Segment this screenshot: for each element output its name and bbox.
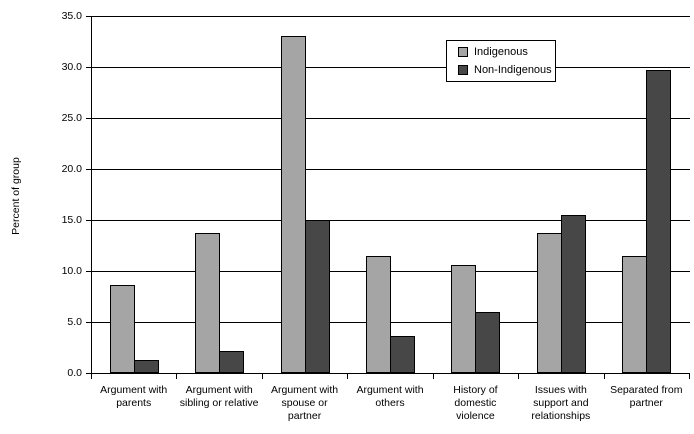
y-tick-label: 30.0 <box>61 61 82 73</box>
gridline <box>92 67 690 68</box>
x-tick-mark <box>604 374 605 379</box>
y-tick-mark <box>86 373 91 374</box>
legend-swatch-indigenous-icon <box>458 47 468 57</box>
y-tick-label: 0.0 <box>67 367 82 379</box>
y-tick-mark <box>86 220 91 221</box>
y-tick-label: 35.0 <box>61 10 82 22</box>
bar-non-indigenous-4 <box>475 312 501 373</box>
legend-swatch-non-indigenous-icon <box>458 65 468 75</box>
plot-area <box>91 16 690 374</box>
x-category-label-1: Argument with sibling or relative <box>179 384 259 409</box>
bar-non-indigenous-5 <box>560 215 586 373</box>
x-category-label-2: Argument with spouse or partner <box>271 384 339 422</box>
bar-indigenous-2 <box>280 36 306 373</box>
y-tick-label: 20.0 <box>61 163 82 175</box>
x-tick-mark <box>176 374 177 379</box>
y-tick-label: 25.0 <box>61 112 82 124</box>
y-tick-mark <box>86 169 91 170</box>
x-category-label-0: Argument with parents <box>100 384 168 409</box>
legend-label-indigenous: Indigenous <box>474 46 528 58</box>
bar-indigenous-1 <box>195 233 221 373</box>
bar-indigenous-0 <box>109 285 135 373</box>
bar-non-indigenous-2 <box>304 220 330 373</box>
x-tick-mark <box>347 374 348 379</box>
gridline <box>92 220 690 221</box>
y-tick-label: 5.0 <box>67 316 82 328</box>
legend-label-non-indigenous: Non-Indigenous <box>474 64 552 76</box>
gridline <box>92 322 690 323</box>
bar-indigenous-3 <box>366 256 391 373</box>
x-tick-mark <box>433 374 434 379</box>
legend-item-indigenous: Indigenous <box>458 46 555 58</box>
y-tick-label: 15.0 <box>61 214 82 226</box>
x-category-label-6: Separated from partner <box>610 384 683 409</box>
bar-non-indigenous-1 <box>219 351 245 373</box>
bar-indigenous-4 <box>451 265 477 373</box>
gridline <box>92 169 690 170</box>
legend: Indigenous Non-Indigenous <box>446 40 556 82</box>
legend-item-non-indigenous: Non-Indigenous <box>458 64 555 76</box>
bar-non-indigenous-0 <box>133 360 159 373</box>
y-tick-mark <box>86 322 91 323</box>
y-tick-mark <box>86 67 91 68</box>
bar-non-indigenous-3 <box>390 336 415 373</box>
y-tick-label: 10.0 <box>61 265 82 277</box>
bar-indigenous-5 <box>536 233 562 373</box>
x-tick-mark <box>262 374 263 379</box>
y-tick-mark <box>86 271 91 272</box>
x-tick-mark <box>689 374 690 379</box>
gridline <box>92 118 690 119</box>
x-category-label-5: Issues with support and relationships <box>531 384 591 422</box>
gridline <box>92 271 690 272</box>
x-tick-mark <box>518 374 519 379</box>
x-category-label-4: History of domestic violence <box>453 384 498 422</box>
x-category-label-3: Argument with others <box>356 384 424 409</box>
y-tick-mark <box>86 16 91 17</box>
bar-non-indigenous-6 <box>646 70 672 373</box>
x-tick-mark <box>91 374 92 379</box>
bar-indigenous-6 <box>622 256 648 373</box>
gridline <box>92 16 690 17</box>
y-tick-mark <box>86 118 91 119</box>
